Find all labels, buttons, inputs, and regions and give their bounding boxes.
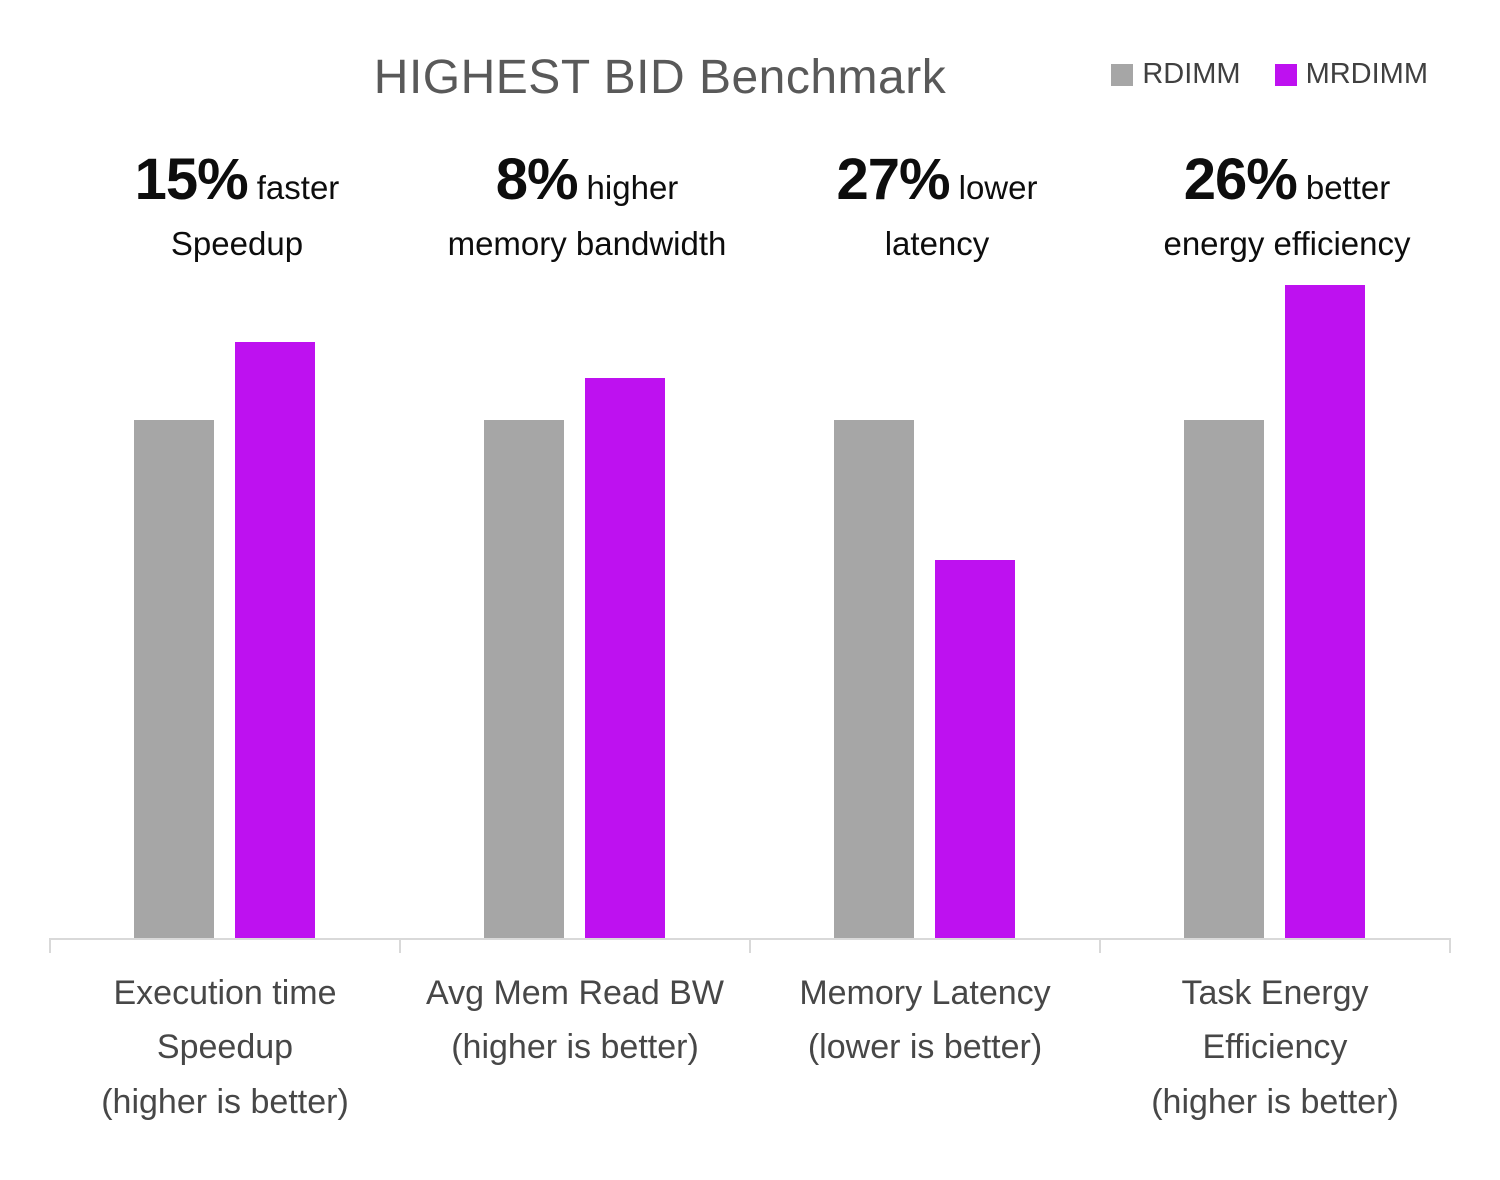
- legend-label: RDIMM: [1142, 58, 1241, 90]
- annotation: 26% better energy efficiency: [1112, 146, 1462, 263]
- chart-title: HIGHEST BID Benchmark: [373, 51, 947, 104]
- annotation-percent: 27%: [836, 147, 951, 212]
- category-label: Task Energy Efficiency (higher is better): [1100, 966, 1450, 1129]
- category-label-line: (lower is better): [807, 1028, 1043, 1067]
- axis-tick: [399, 938, 401, 953]
- category-group: 26% better energy efficiency Task Energy Eff…: [1100, 0, 1450, 1180]
- bar-rdimm: [484, 420, 564, 939]
- category-label: Memory Latency (lower is better): [750, 966, 1100, 1075]
- category-label: Avg Mem Read BW (higher is better): [400, 966, 750, 1075]
- legend: RDIMM MRDIMM: [1111, 58, 1428, 91]
- category-label-line: Memory Latency: [799, 974, 1051, 1012]
- bar-mrdimm: [935, 560, 1015, 939]
- category-label-line: Execution time: [113, 974, 337, 1012]
- annotation-subline: Speedup: [170, 225, 304, 262]
- annotation-qualifier: better: [1305, 169, 1391, 206]
- category-label-line: (higher is better): [451, 1028, 699, 1067]
- bar-mrdimm: [235, 342, 315, 939]
- bar-rdimm: [134, 420, 214, 939]
- bar-rdimm: [1184, 420, 1264, 939]
- category-label-line: Avg Mem Read BW: [426, 974, 724, 1012]
- bar-rdimm: [834, 420, 914, 939]
- annotation: 27% lower latency: [762, 146, 1112, 263]
- legend-swatch-rdimm: [1111, 63, 1134, 86]
- annotation-qualifier: faster: [256, 169, 340, 206]
- annotation-percent: 15%: [134, 147, 249, 212]
- category-group: 15% faster Speedup Execution time Speedup (hi…: [50, 0, 400, 1180]
- legend-label: MRDIMM: [1305, 58, 1428, 90]
- bar-mrdimm: [1285, 285, 1365, 939]
- annotation-qualifier: higher: [586, 169, 679, 206]
- category-label: Execution time Speedup (higher is better): [50, 966, 400, 1129]
- annotation-percent: 8%: [495, 147, 579, 212]
- legend-swatch-mrdimm: [1274, 63, 1297, 86]
- annotation-subline: latency: [884, 225, 990, 262]
- annotation-qualifier: lower: [958, 169, 1038, 206]
- annotation-headline: 27% lower: [762, 146, 1112, 213]
- annotation-headline: 26% better: [1112, 146, 1462, 213]
- legend-item-mrdimm: MRDIMM: [1274, 58, 1428, 91]
- category-label-line: Speedup: [156, 1028, 294, 1067]
- annotation-subline: energy efficiency: [1163, 225, 1411, 262]
- annotation-headline: 15% faster: [62, 146, 412, 213]
- annotation-subline: memory bandwidth: [447, 225, 727, 262]
- axis-tick: [49, 938, 51, 953]
- category-label-line: (higher is better): [1151, 1082, 1399, 1121]
- category-label-line: (higher is better): [101, 1082, 349, 1121]
- axis-tick: [1449, 938, 1451, 953]
- legend-item-rdimm: RDIMM: [1111, 58, 1241, 91]
- category-group: 27% lower latency Memory Latency (lower is b…: [750, 0, 1100, 1180]
- plot-area: 15% faster Speedup Execution time Speedup (hi…: [50, 0, 1450, 1180]
- annotation: 8% higher memory bandwidth: [412, 146, 762, 263]
- bar-mrdimm: [585, 378, 665, 939]
- category-label-line: Efficiency: [1202, 1028, 1348, 1067]
- annotation: 15% faster Speedup: [62, 146, 412, 263]
- category-group: 8% higher memory bandwidth Avg Mem Read BW (…: [400, 0, 750, 1180]
- axis-tick: [749, 938, 751, 953]
- annotation-percent: 26%: [1183, 147, 1298, 212]
- annotation-headline: 8% higher: [412, 146, 762, 213]
- axis-tick: [1099, 938, 1101, 953]
- category-label-line: Task Energy: [1181, 974, 1369, 1012]
